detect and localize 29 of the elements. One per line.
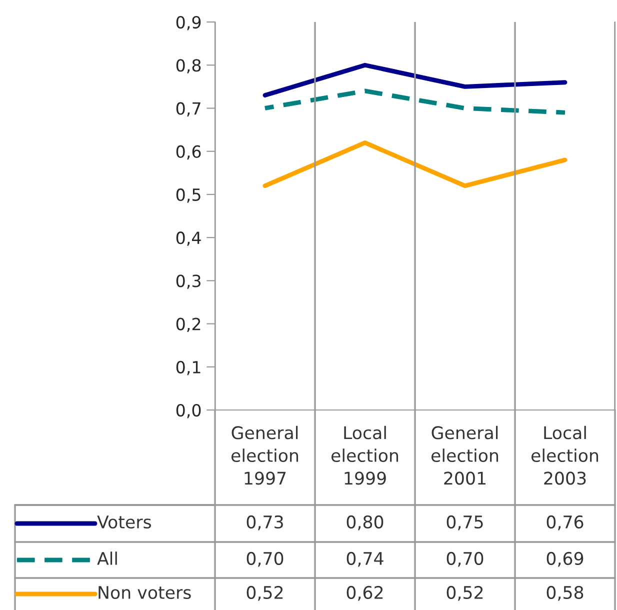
x-tick-label: General election 2001	[431, 426, 498, 485]
y-tick-label: 0,2	[176, 318, 200, 332]
legend-label: All	[97, 552, 117, 565]
y-tick-label: 0,0	[176, 404, 201, 418]
data-label: 0,76	[546, 515, 584, 530]
data-label: 0,62	[346, 586, 383, 601]
y-tick-label: 0,3	[176, 274, 200, 289]
data-label: 0,73	[246, 515, 283, 530]
data-label: 0,80	[346, 515, 384, 530]
data-label: 0,52	[246, 586, 283, 601]
data-label: 0,52	[446, 586, 483, 601]
x-tick-label: Local election 1999	[331, 426, 398, 485]
data-label: 0,75	[446, 515, 483, 530]
data-label: 0,70	[446, 552, 484, 567]
data-label: 0,69	[546, 552, 584, 567]
data-label: 0,74	[346, 552, 384, 567]
y-tick-label: 0,8	[176, 59, 201, 74]
y-tick-label: 0,6	[176, 145, 201, 160]
legend-label: Voters	[97, 516, 151, 529]
y-tick-label: 0,5	[176, 188, 200, 203]
x-tick-label: General election 1997	[231, 426, 298, 485]
x-tick-label: Local election 2003	[531, 426, 598, 485]
y-tick-label: 0,1	[176, 360, 200, 376]
y-tick-label: 0,9	[176, 16, 201, 30]
data-label: 0,70	[246, 552, 284, 567]
legend-label: Non voters	[98, 586, 191, 600]
y-tick-label: 0,7	[176, 102, 200, 116]
data-label: 0,58	[546, 586, 584, 601]
y-tick-label: 0,4	[176, 232, 201, 246]
